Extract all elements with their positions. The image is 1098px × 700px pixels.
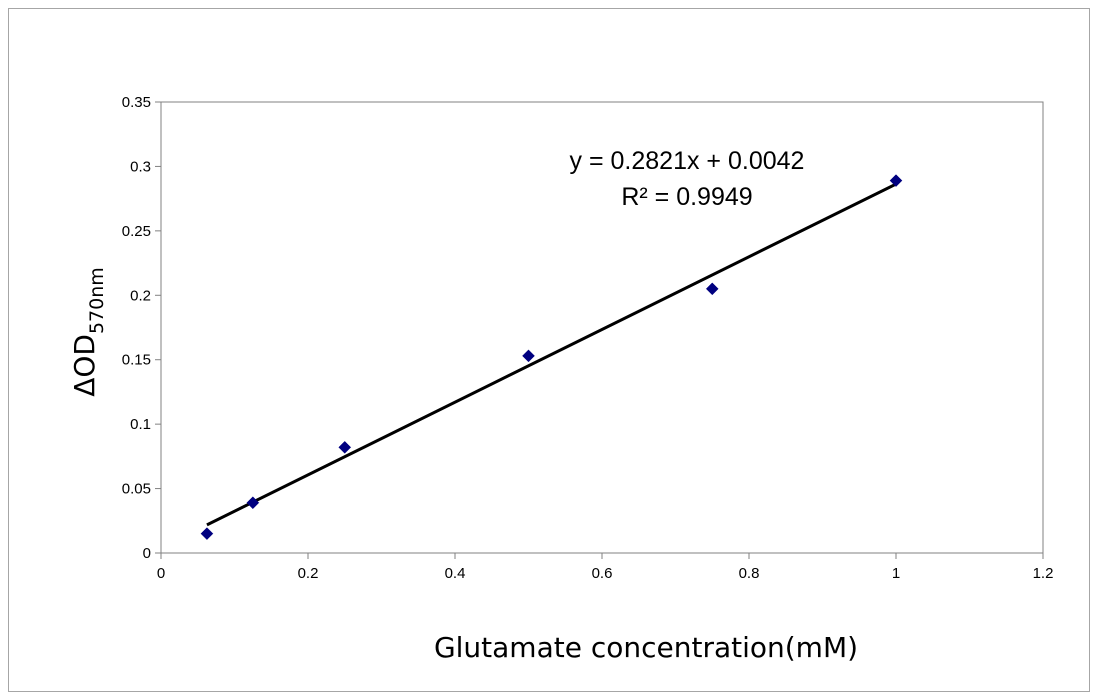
- x-tick-label: 1: [892, 565, 900, 582]
- y-tick-label: 0.35: [122, 94, 151, 111]
- y-axis-title-main: ΔOD: [68, 334, 101, 397]
- y-tick-label: 0.25: [122, 223, 151, 240]
- y-axis: 0 0.05 0.1 0.15 0.2 0.25 0.3 0.35: [122, 94, 162, 562]
- y-tick-label: 0.1: [130, 416, 151, 433]
- data-points: [200, 174, 903, 541]
- x-tick-label: 0.2: [298, 565, 319, 582]
- trendline-r-squared: R² = 0.9949: [621, 183, 752, 211]
- chart-frame: 0 0.05 0.1 0.15 0.2 0.25 0.3 0.35 0 0.2 0.4 0.6 0.8…: [8, 8, 1090, 692]
- trendline-group: [206, 182, 897, 527]
- x-tick-label: 1.2: [1033, 565, 1054, 582]
- y-axis-title-subscript: 570nm: [86, 267, 108, 334]
- trendline: [206, 182, 897, 527]
- y-tick-label: 0: [143, 545, 151, 562]
- x-tick-label: 0.6: [592, 565, 613, 582]
- data-point: [200, 527, 214, 541]
- scatter-chart: 0 0.05 0.1 0.15 0.2 0.25 0.3 0.35 0 0.2 0.4 0.6 0.8…: [68, 94, 1054, 664]
- x-tick-label: 0.4: [445, 565, 466, 582]
- x-axis: 0 0.2 0.4 0.6 0.8 1 1.2: [157, 552, 1054, 582]
- x-axis-title: Glutamate concentration(mM): [434, 631, 858, 664]
- y-tick-label: 0.3: [130, 158, 151, 175]
- y-axis-title: ΔOD570nm: [68, 267, 108, 397]
- data-point: [246, 496, 260, 510]
- y-tick-label: 0.05: [122, 481, 151, 498]
- data-point: [522, 349, 535, 363]
- data-point: [889, 174, 903, 187]
- x-tick-label: 0.8: [739, 565, 760, 582]
- trendline-equation: y = 0.2821x + 0.0042: [570, 147, 805, 175]
- y-tick-label: 0.2: [130, 287, 151, 304]
- y-tick-label: 0.15: [122, 352, 151, 369]
- data-point: [705, 282, 719, 296]
- data-point: [338, 440, 352, 454]
- x-tick-label: 0: [157, 565, 165, 582]
